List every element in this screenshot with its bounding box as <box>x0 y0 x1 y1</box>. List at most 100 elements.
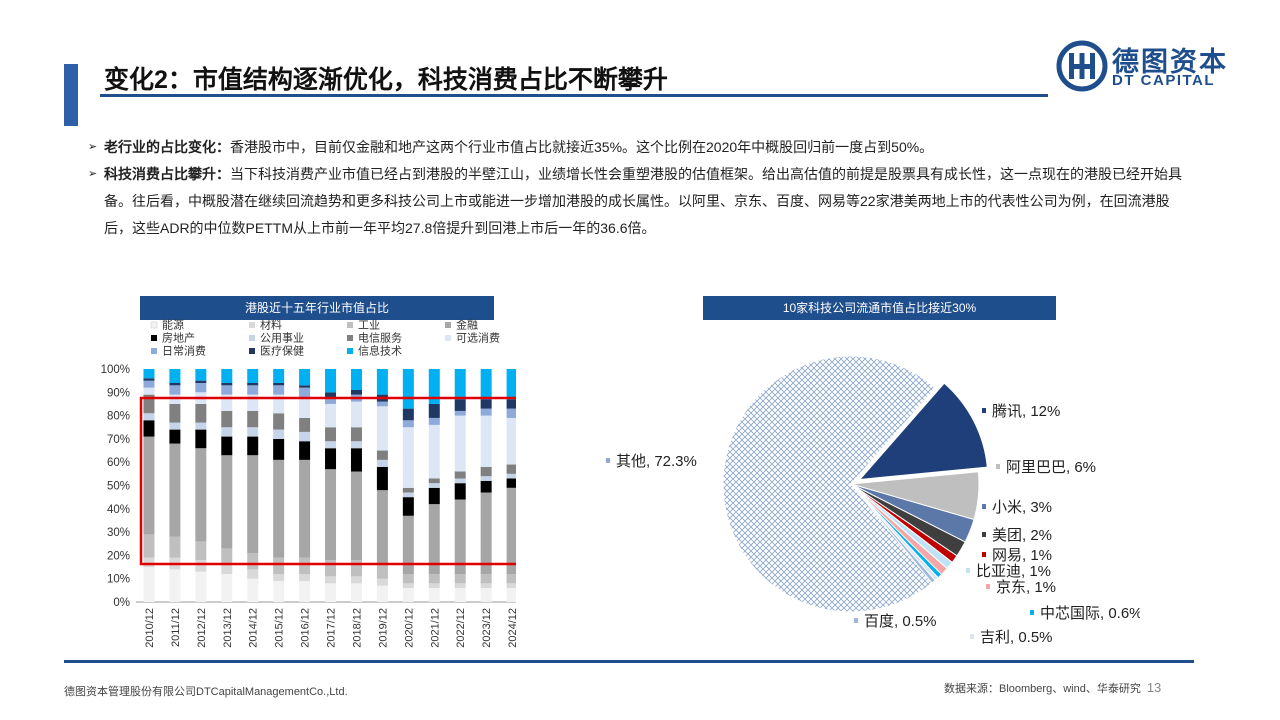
bar-segment <box>376 401 388 407</box>
legend-label: 日常消费 <box>162 344 206 358</box>
bar-segment <box>506 417 516 465</box>
y-tick-label: 30% <box>107 527 130 539</box>
x-tick-label: 2015/12 <box>274 608 286 648</box>
footer-source: 数据来源：Bloomberg、wind、华泰研究 13 <box>944 680 1161 696</box>
bar-segment <box>273 581 285 602</box>
pie-label-marker <box>996 464 1000 469</box>
pie-label-marker <box>970 634 974 639</box>
y-tick-label: 0% <box>113 597 130 609</box>
bar-segment <box>195 380 207 383</box>
bar-segment <box>454 410 466 416</box>
y-tick-label: 10% <box>107 574 130 586</box>
legend-label: 金融 <box>456 318 478 332</box>
bar-segment <box>299 387 311 397</box>
bar-segment <box>273 557 285 575</box>
bar-segment <box>480 466 492 477</box>
bar-segment <box>402 588 414 602</box>
bar-segment <box>169 385 181 395</box>
footer-company: 德图资本管理股份有限公司DTCapitalManagementCo.,Ltd. <box>64 686 348 698</box>
bar-segment <box>247 382 259 386</box>
bar-segment <box>480 369 492 400</box>
bar-segment <box>195 571 207 602</box>
highlight-box <box>139 396 516 566</box>
x-tick-label: 2017/12 <box>326 608 338 648</box>
logo-text-cn: 德图资本 <box>1112 47 1228 77</box>
company-logo: 德图资本 DT CAPITAL <box>1056 40 1226 92</box>
left-chart-title: 港股近十五年行业市值占比 <box>140 296 494 320</box>
pie-label-marker <box>986 584 990 589</box>
bar-segment <box>195 382 207 393</box>
legend-swatch <box>347 322 353 328</box>
legend-label: 可选消费 <box>456 331 500 345</box>
pie-label-marker <box>982 552 986 557</box>
bar-segment <box>506 399 516 409</box>
bar-segment <box>169 536 181 558</box>
bar-segment <box>221 574 233 602</box>
arrow-bullet-icon: ➢ <box>88 141 98 153</box>
x-tick-label: 2019/12 <box>377 608 389 648</box>
bar-segment <box>454 415 466 472</box>
bar-segment <box>350 389 362 395</box>
bar-segment <box>325 369 337 393</box>
bar-segment <box>402 427 414 488</box>
bar-segment <box>195 403 207 423</box>
bar-segment <box>428 369 440 404</box>
bar-segment <box>247 455 259 554</box>
bar-segment <box>506 464 516 474</box>
bar-segment <box>247 369 259 383</box>
legend-swatch <box>151 348 157 354</box>
legend-label: 能源 <box>162 318 184 332</box>
pie-slice <box>858 382 988 481</box>
bar-segment <box>376 459 388 467</box>
bar-segment <box>195 560 207 572</box>
y-tick-label: 60% <box>107 457 130 469</box>
bar-segment <box>273 429 285 439</box>
bar-segment <box>454 583 466 589</box>
bar-segment <box>376 466 388 491</box>
bar-segment <box>247 436 259 456</box>
bar-segment <box>325 392 337 397</box>
bar-segment <box>454 369 466 400</box>
bar-segment <box>299 431 311 442</box>
bar-segment <box>325 560 337 577</box>
bar-segment <box>273 394 285 414</box>
bar-segment <box>402 492 414 498</box>
bar-segment <box>350 560 362 577</box>
bar-segment <box>506 369 516 400</box>
bar-segment <box>195 369 207 381</box>
bar-segment <box>454 483 466 500</box>
bar-segment <box>402 369 414 409</box>
bar-segment <box>221 369 233 383</box>
x-tick-label: 2010/12 <box>144 608 156 648</box>
pie-label: 腾讯, 12% <box>992 403 1060 420</box>
bar-segment <box>247 553 259 570</box>
bar-segment <box>350 471 362 561</box>
bullet-label: 老行业的占比变化： <box>104 139 230 155</box>
bar-segment <box>299 581 311 602</box>
x-tick-label: 2012/12 <box>196 608 208 648</box>
bar-segment <box>506 583 516 589</box>
pie-label-marker <box>982 504 986 509</box>
bar-segment <box>143 436 155 535</box>
bar-segment <box>169 569 181 602</box>
bar-segment <box>480 492 492 575</box>
bar-segment <box>350 369 362 390</box>
bar-segment <box>402 574 414 584</box>
bar-segment <box>506 408 516 418</box>
bar-segment <box>376 578 388 586</box>
bar-segment <box>143 387 155 395</box>
bar-segment <box>299 441 311 460</box>
legend-swatch <box>249 335 255 341</box>
bar-segment <box>247 427 259 437</box>
x-tick-label: 2011/12 <box>170 608 182 647</box>
bar-segment <box>506 574 516 584</box>
bar-segment <box>247 394 259 411</box>
bar-segment <box>325 469 337 561</box>
bar-segment <box>350 441 362 449</box>
title-underline <box>100 94 1048 97</box>
bar-segment <box>376 564 388 579</box>
bar-segment <box>221 382 233 386</box>
pie-label: 阿里巴巴, 6% <box>1006 459 1096 476</box>
bar-segment <box>247 410 259 428</box>
bar-segment <box>428 478 440 484</box>
